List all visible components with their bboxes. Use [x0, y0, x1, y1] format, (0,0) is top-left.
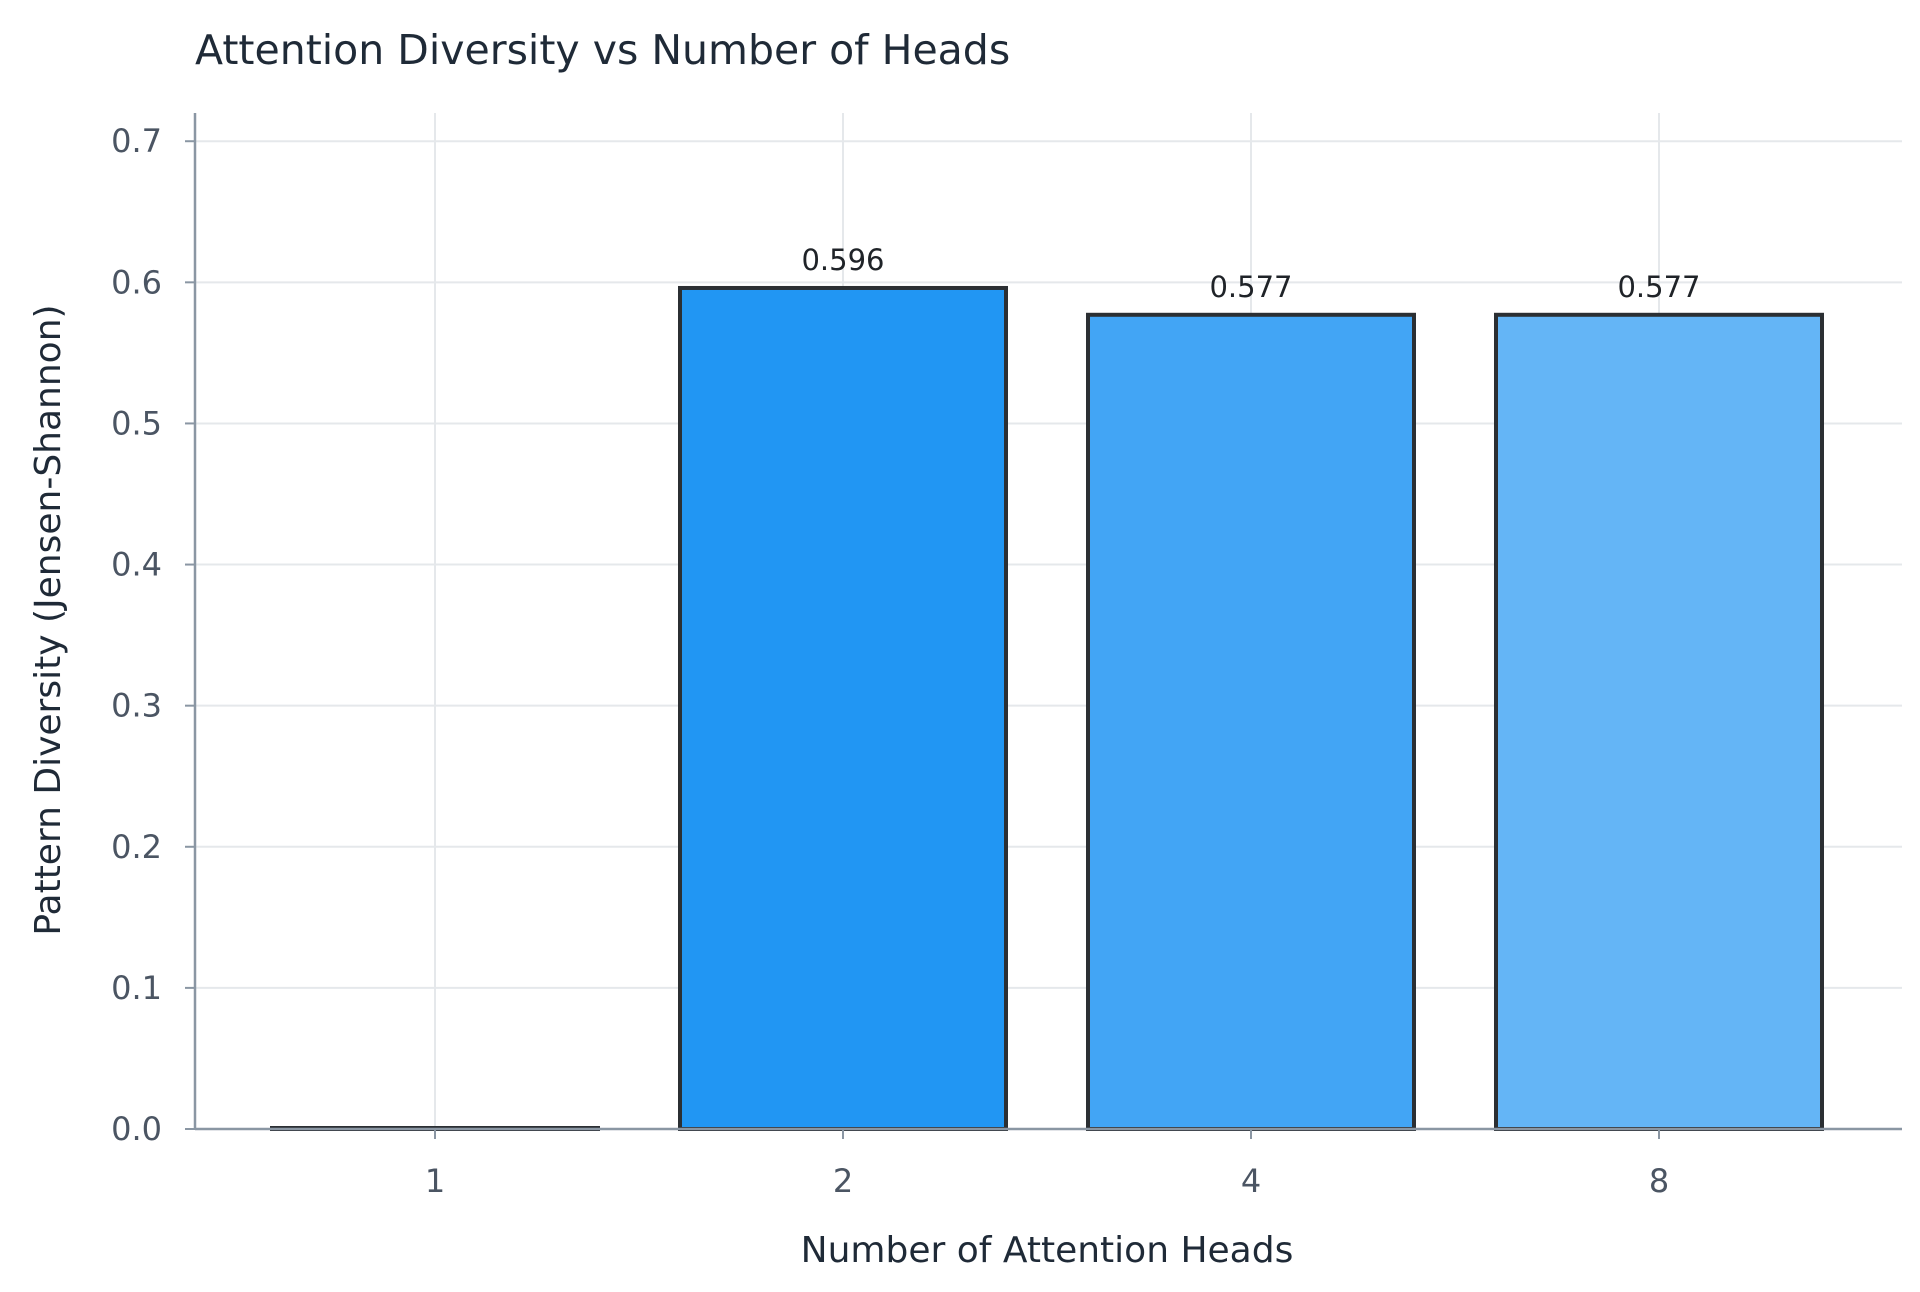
bars	[270, 285, 1824, 1131]
y-tick-label: 0.6	[111, 263, 162, 301]
x-tick-label: 8	[1649, 1162, 1669, 1200]
x-tick-label: 2	[833, 1162, 853, 1200]
axes	[185, 113, 1902, 1139]
grid	[195, 113, 1902, 1130]
y-tick-label: 0.4	[111, 546, 162, 584]
y-tick-label: 0.0	[111, 1110, 162, 1148]
bar-value-label: 0.577	[1209, 270, 1292, 304]
bar-value-label: 0.596	[801, 243, 884, 277]
x-axis-title: Number of Attention Heads	[801, 1230, 1294, 1271]
y-tick-label: 0.3	[111, 687, 162, 725]
y-tick-label: 0.7	[111, 122, 162, 160]
x-tick-label: 4	[1241, 1162, 1261, 1200]
y-tick-label: 0.5	[111, 404, 162, 442]
y-tick-label: 0.1	[111, 969, 162, 1007]
x-tick-label: 1	[425, 1162, 445, 1200]
y-tick-label: 0.2	[111, 828, 162, 866]
y-axis-title: Pattern Diversity (Jensen-Shannon)	[28, 304, 69, 935]
bar	[1086, 312, 1416, 1131]
bar-value-label: 0.577	[1617, 270, 1700, 304]
chart-title: Attention Diversity vs Number of Heads	[195, 26, 1010, 74]
bar	[1494, 312, 1824, 1131]
bar	[678, 285, 1008, 1131]
labels: 0.0 0.1 0.2 0.3 0.4 0.5 0.6 0.7 1 0.596 2 0.577 4 0.5…	[111, 122, 1700, 1200]
